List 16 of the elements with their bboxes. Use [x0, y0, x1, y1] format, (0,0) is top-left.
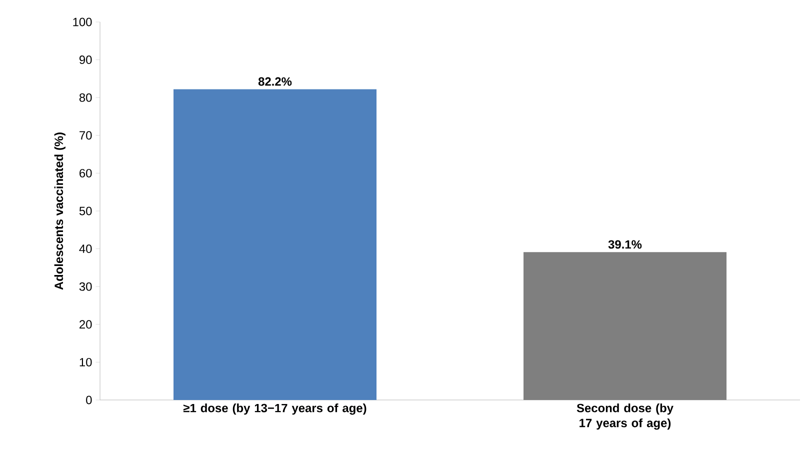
y-tick-label: 30: [79, 282, 92, 291]
data-label: 39.1%: [608, 240, 642, 249]
data-label: 82.2%: [258, 77, 292, 86]
y-tick-label: 40: [79, 244, 92, 254]
y-tick-label: 50: [79, 206, 92, 216]
x-tick-label: Second dose (by 17 years of age): [576, 404, 674, 430]
y-axis-title: Adolescents vaccinated (%): [54, 132, 66, 290]
y-tick-label: 90: [80, 56, 92, 64]
y-tick-label: 0: [86, 396, 92, 404]
y-tick-label: 60: [80, 168, 92, 178]
y-tick-label: 80: [79, 93, 92, 102]
y-tick-label: 100: [73, 18, 92, 26]
y-tick-label: 70: [80, 131, 92, 140]
y-tick-label: 20: [80, 320, 92, 329]
y-tick-label: 10: [80, 358, 92, 366]
x-tick-label: ≥1 dose (by 13−17 years of age): [183, 404, 366, 415]
